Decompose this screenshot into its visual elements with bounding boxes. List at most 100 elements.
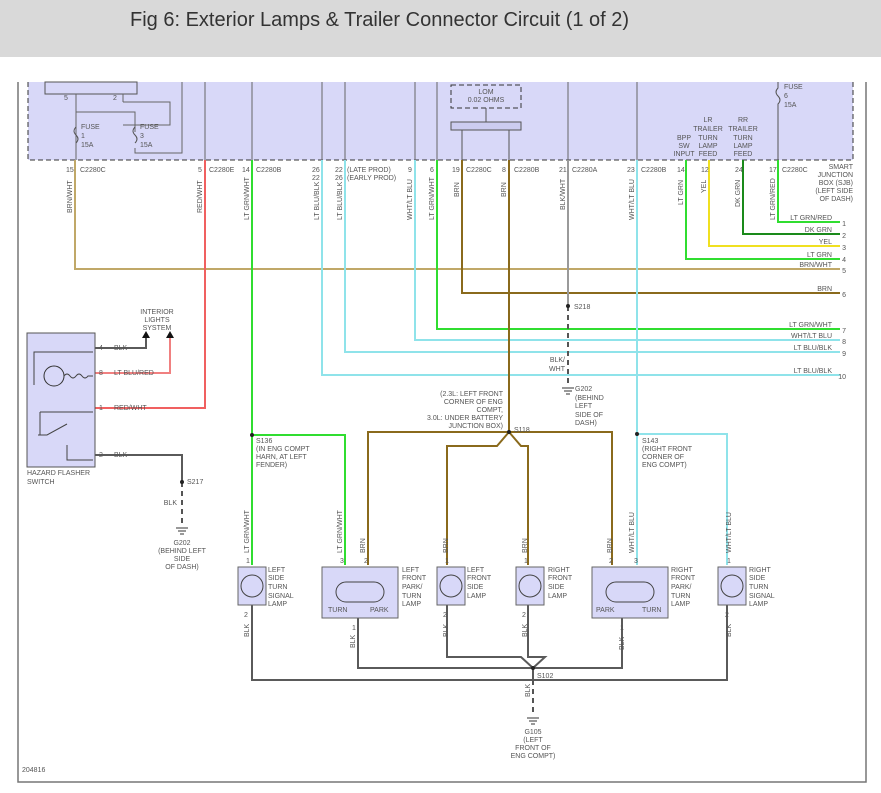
svg-text:2: 2: [99, 452, 103, 459]
wire-blk-ground: [251, 605, 728, 681]
svg-text:SIDE: SIDE: [749, 575, 766, 582]
bulb-icon: [720, 574, 744, 598]
svg-text:23: 23: [627, 167, 635, 174]
svg-text:SYSTEM: SYSTEM: [143, 325, 172, 332]
wire-brn-6: [461, 160, 840, 294]
svg-text:BOX (SJB): BOX (SJB): [819, 180, 853, 187]
svg-text:BLK/: BLK/: [550, 357, 565, 364]
svg-text:22: 22: [312, 175, 320, 182]
svg-text:1: 1: [81, 133, 85, 140]
svg-text:C2280C: C2280C: [782, 167, 808, 174]
bulb-icon: [335, 581, 385, 603]
svg-text:2: 2: [725, 612, 729, 619]
svg-text:12: 12: [701, 167, 709, 174]
wire-wht-lt-blu-8: [414, 160, 840, 341]
hazard-flasher-switch[interactable]: HAZARD FLASHER SWITCH 4 BLK 8 LT BLU/RED 1 R…: [26, 309, 174, 486]
svg-text:17: 17: [769, 167, 777, 174]
wire-color-labels: BRN/WHT RED/WHT LT GRN/WHT LT BLU/BLK LT…: [67, 176, 777, 220]
svg-text:LIGHTS: LIGHTS: [144, 317, 170, 324]
svg-text:24: 24: [735, 167, 743, 174]
wire-wht-lt-blu-right: [636, 160, 728, 565]
svg-text:FRONT OF: FRONT OF: [515, 745, 551, 752]
svg-text:LT BLU/BLK: LT BLU/BLK: [794, 368, 833, 375]
svg-text:(IN ENG COMPT: (IN ENG COMPT: [256, 446, 310, 453]
svg-text:2: 2: [443, 612, 447, 619]
svg-text:3: 3: [340, 558, 344, 565]
svg-text:LEFT: LEFT: [402, 567, 420, 574]
lamp-left-side-turn: 12 LT GRN/WHT LT GRN/WHT LEFTSIDETURNSIG…: [237, 509, 294, 637]
svg-text:SIDE OF: SIDE OF: [575, 412, 603, 419]
figure-title: Fig 6: Exterior Lamps & Trailer Connecto…: [130, 9, 630, 31]
svg-text:TURN: TURN: [733, 135, 752, 142]
svg-text:HAZARD FLASHER: HAZARD FLASHER: [27, 470, 90, 477]
svg-text:ENG COMPT): ENG COMPT): [642, 462, 687, 469]
wire-lt-grn-4: [685, 160, 840, 260]
bulb-icon: [605, 581, 655, 603]
svg-text:BRN: BRN: [501, 182, 508, 197]
svg-text:C2280B: C2280B: [641, 167, 667, 174]
diagram-frame: [17, 82, 867, 783]
svg-text:9: 9: [842, 351, 846, 358]
internal-pin: 5: [64, 95, 68, 102]
fuse-1: FUSE 1 15A: [73, 124, 100, 149]
svg-text:BLK: BLK: [350, 634, 357, 648]
svg-text:TRAILER: TRAILER: [728, 126, 758, 133]
svg-text:OF DASH): OF DASH): [820, 196, 853, 203]
svg-text:FRONT: FRONT: [467, 575, 492, 582]
lr-trailer-label: LR: [704, 117, 713, 124]
svg-text:TURN: TURN: [642, 607, 661, 614]
grounds: [176, 387, 574, 725]
svg-text:RED/WHT: RED/WHT: [114, 405, 147, 412]
svg-text:LT GRN: LT GRN: [678, 180, 685, 205]
svg-text:(2.3L: LEFT FRONT: (2.3L: LEFT FRONT: [440, 391, 504, 398]
bpp-label: BPP: [677, 135, 691, 142]
svg-text:DK GRN: DK GRN: [735, 180, 742, 207]
splice-s118: S118: [514, 427, 530, 434]
svg-text:LAMP: LAMP: [402, 601, 421, 608]
svg-text:ENG COMPT): ENG COMPT): [511, 753, 556, 760]
wire-lt-grn-wht-left: [251, 160, 346, 565]
svg-text:2: 2: [842, 233, 846, 240]
svg-text:3: 3: [842, 245, 846, 252]
svg-text:8: 8: [842, 339, 846, 346]
svg-text:PARK/: PARK/: [402, 584, 423, 591]
svg-text:2: 2: [244, 612, 248, 619]
svg-text:COMPT,: COMPT,: [477, 407, 504, 414]
svg-text:LEFT: LEFT: [467, 567, 485, 574]
svg-text:FUSE: FUSE: [140, 124, 159, 131]
svg-text:FRONT: FRONT: [402, 575, 427, 582]
bulb-icon: [439, 574, 463, 598]
svg-text:INPUT: INPUT: [674, 151, 696, 158]
switch-icon: [33, 351, 93, 461]
svg-text:BLK/WHT: BLK/WHT: [560, 178, 567, 210]
svg-text:15A: 15A: [81, 142, 94, 149]
svg-text:FUSE: FUSE: [784, 84, 803, 91]
wire-brn-wht: [74, 160, 840, 270]
svg-text:2: 2: [609, 558, 613, 565]
svg-text:BLK: BLK: [619, 636, 626, 650]
internal-pin: 2: [113, 95, 117, 102]
svg-text:LAMP: LAMP: [749, 601, 768, 608]
svg-text:RIGHT: RIGHT: [548, 567, 571, 574]
svg-text:SIDE: SIDE: [268, 575, 285, 582]
svg-text:LT GRN/WHT: LT GRN/WHT: [429, 176, 436, 220]
svg-text:LT BLU/BLK: LT BLU/BLK: [794, 345, 833, 352]
svg-text:C2280A: C2280A: [572, 167, 598, 174]
svg-text:LEFT: LEFT: [268, 567, 286, 574]
svg-text:WHT/LT BLU: WHT/LT BLU: [629, 512, 636, 553]
svg-text:26: 26: [312, 167, 320, 174]
svg-text:JUNCTION: JUNCTION: [818, 172, 853, 179]
svg-text:LT GRN/WHT: LT GRN/WHT: [337, 509, 344, 553]
svg-text:6: 6: [842, 292, 846, 299]
svg-text:BRN/WHT: BRN/WHT: [799, 262, 832, 269]
svg-text:2: 2: [522, 612, 526, 619]
svg-text:PARK/: PARK/: [671, 584, 692, 591]
wire-hazard-blk: [95, 336, 183, 482]
svg-text:9: 9: [408, 167, 412, 174]
svg-text:C2280B: C2280B: [514, 167, 540, 174]
svg-text:LT GRN/WHT: LT GRN/WHT: [789, 322, 833, 329]
bulb-icon: [240, 574, 264, 598]
svg-text:(LEFT: (LEFT: [523, 737, 543, 744]
